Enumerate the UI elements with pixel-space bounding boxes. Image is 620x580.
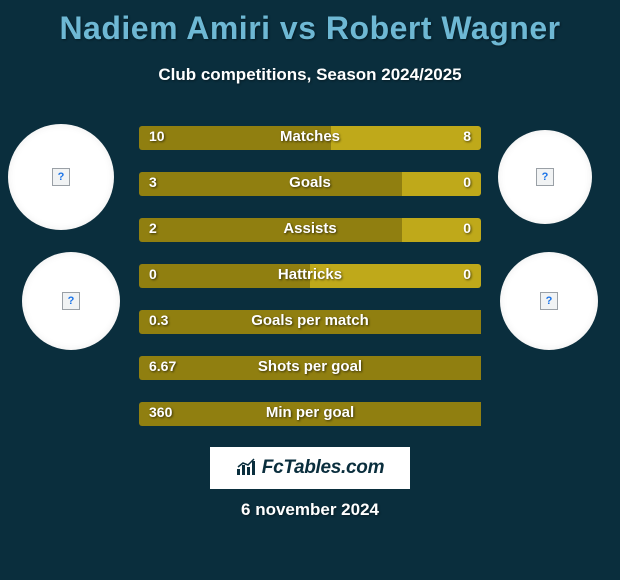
stat-bar-left (139, 218, 402, 242)
player1-photo-circle: ? (8, 124, 114, 230)
team2-logo-circle: ? (500, 252, 598, 350)
stat-row: Min per goal360 (139, 402, 481, 426)
stat-bar-right (331, 126, 481, 150)
stat-bar-right (310, 264, 481, 288)
broken-image-icon: ? (52, 168, 70, 186)
date-text: 6 november 2024 (0, 500, 620, 520)
broken-image-icon: ? (540, 292, 558, 310)
chart-icon (236, 458, 258, 479)
team1-logo-circle: ? (22, 252, 120, 350)
logo-text: FcTables.com (262, 457, 384, 479)
stat-bar-left (139, 126, 331, 150)
stat-row: Hattricks00 (139, 264, 481, 288)
stat-bar-left (139, 310, 481, 334)
stat-row: Goals30 (139, 172, 481, 196)
stat-row: Shots per goal6.67 (139, 356, 481, 380)
fctables-logo: FcTables.com (208, 445, 412, 491)
subtitle: Club competitions, Season 2024/2025 (0, 65, 620, 85)
broken-image-icon: ? (62, 292, 80, 310)
stat-row: Goals per match0.3 (139, 310, 481, 334)
stat-row: Matches108 (139, 126, 481, 150)
stat-bar-right (402, 218, 481, 242)
stat-bar-left (139, 356, 481, 380)
stats-chart: Matches108 Goals30 Assists20 Hattricks00 Goa… (139, 126, 481, 448)
stat-bar-left (139, 264, 310, 288)
stat-bar-right (402, 172, 481, 196)
broken-image-icon: ? (536, 168, 554, 186)
stat-row: Assists20 (139, 218, 481, 242)
stat-bar-left (139, 172, 402, 196)
player2-photo-circle: ? (498, 130, 592, 224)
stat-bar-left (139, 402, 481, 426)
page-title: Nadiem Amiri vs Robert Wagner (0, 0, 620, 47)
